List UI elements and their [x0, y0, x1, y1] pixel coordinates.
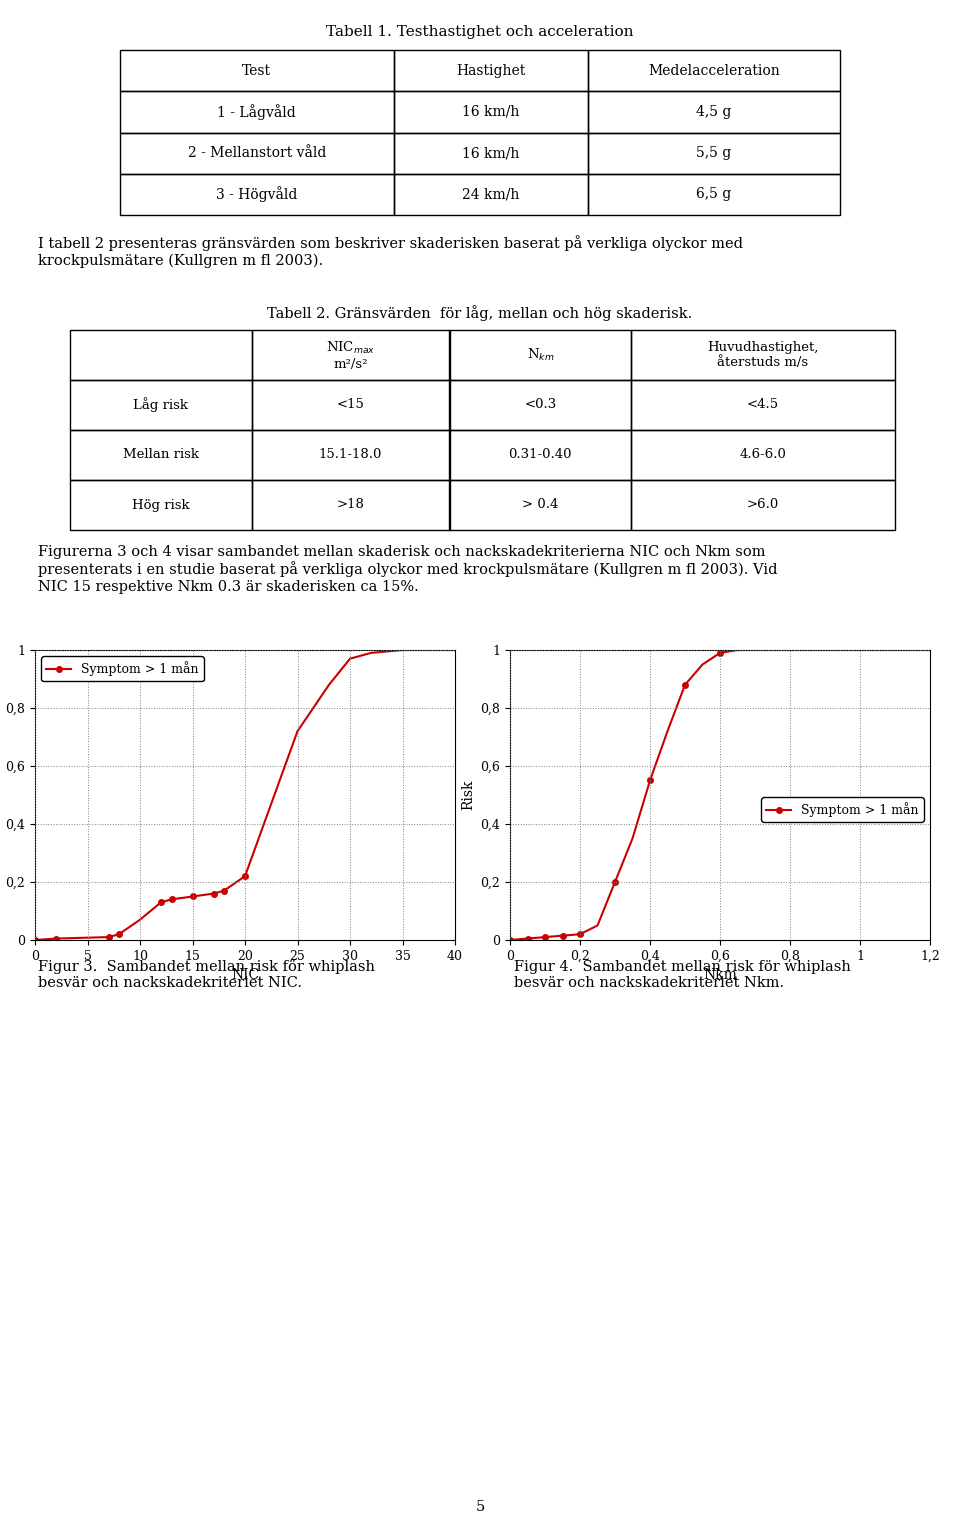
- Text: 5,5 g: 5,5 g: [696, 146, 732, 161]
- Text: 4,5 g: 4,5 g: [696, 104, 732, 119]
- Bar: [70, 380, 252, 430]
- X-axis label: Nkm: Nkm: [703, 968, 737, 982]
- Bar: [252, 430, 449, 480]
- Bar: [120, 132, 394, 173]
- Bar: [252, 329, 449, 380]
- X-axis label: NIC: NIC: [231, 968, 259, 982]
- Text: 0.31-0.40: 0.31-0.40: [509, 449, 572, 461]
- Text: 15.1-18.0: 15.1-18.0: [319, 449, 382, 461]
- Y-axis label: Risk: Risk: [461, 780, 475, 810]
- Text: Figur 4.  Sambandet mellan risk för whiplash
besvär och nackskadekriteriet Nkm.: Figur 4. Sambandet mellan risk för whipl…: [514, 961, 851, 990]
- Text: Medelacceleration: Medelacceleration: [648, 64, 780, 78]
- Bar: [449, 329, 631, 380]
- Bar: [252, 480, 449, 530]
- Text: 24 km/h: 24 km/h: [462, 187, 519, 201]
- Bar: [588, 51, 840, 92]
- Text: <0.3: <0.3: [524, 398, 557, 412]
- Text: N$_{km}$: N$_{km}$: [526, 346, 554, 363]
- Bar: [394, 173, 588, 214]
- Text: Figurerna 3 och 4 visar sambandet mellan skaderisk och nackskadekriterierna NIC : Figurerna 3 och 4 visar sambandet mellan…: [38, 545, 778, 593]
- Text: 1 - Lågvåld: 1 - Lågvåld: [217, 104, 297, 119]
- Bar: [70, 329, 252, 380]
- Bar: [449, 480, 631, 530]
- Text: Mellan risk: Mellan risk: [123, 449, 199, 461]
- Text: 2 - Mellanstort våld: 2 - Mellanstort våld: [187, 146, 326, 161]
- Bar: [631, 329, 895, 380]
- Text: 6,5 g: 6,5 g: [696, 187, 732, 201]
- Text: > 0.4: > 0.4: [522, 498, 559, 512]
- Text: Tabell 1. Testhastighet och acceleration: Tabell 1. Testhastighet och acceleration: [326, 25, 634, 38]
- Text: I tabell 2 presenteras gränsvärden som beskriver skaderisken baserat på verkliga: I tabell 2 presenteras gränsvärden som b…: [38, 234, 743, 268]
- Text: Låg risk: Låg risk: [133, 398, 188, 412]
- Text: Hastighet: Hastighet: [456, 64, 525, 78]
- Legend: Symptom > 1 mån: Symptom > 1 mån: [41, 656, 204, 682]
- Bar: [449, 380, 631, 430]
- Bar: [120, 51, 394, 92]
- Bar: [394, 92, 588, 132]
- Bar: [631, 380, 895, 430]
- Bar: [588, 132, 840, 173]
- Bar: [70, 430, 252, 480]
- Text: >18: >18: [337, 498, 365, 512]
- Bar: [120, 173, 394, 214]
- Bar: [252, 380, 449, 430]
- Text: <15: <15: [337, 398, 365, 412]
- Text: 16 km/h: 16 km/h: [462, 104, 519, 119]
- Text: NIC$_{max}$
m²/s²: NIC$_{max}$ m²/s²: [325, 340, 375, 371]
- Text: Hög risk: Hög risk: [132, 498, 189, 512]
- Bar: [588, 173, 840, 214]
- Bar: [449, 430, 631, 480]
- Text: 5: 5: [475, 1500, 485, 1514]
- Text: >6.0: >6.0: [747, 498, 780, 512]
- Text: Figur 3.  Sambandet mellan risk för whiplash
besvär och nackskadekriteriet NIC.: Figur 3. Sambandet mellan risk för whipl…: [38, 961, 375, 990]
- Legend: Symptom > 1 mån: Symptom > 1 mån: [761, 797, 924, 823]
- Bar: [631, 480, 895, 530]
- Bar: [631, 430, 895, 480]
- Text: 3 - Högvåld: 3 - Högvåld: [216, 187, 298, 202]
- Bar: [588, 92, 840, 132]
- Text: Test: Test: [242, 64, 272, 78]
- Bar: [394, 51, 588, 92]
- Bar: [70, 480, 252, 530]
- Bar: [120, 92, 394, 132]
- Bar: [394, 132, 588, 173]
- Text: 4.6-6.0: 4.6-6.0: [739, 449, 786, 461]
- Text: Huvudhastighet,
återstuds m/s: Huvudhastighet, återstuds m/s: [708, 342, 819, 369]
- Text: 16 km/h: 16 km/h: [462, 146, 519, 161]
- Text: Tabell 2. Gränsvärden  för låg, mellan och hög skaderisk.: Tabell 2. Gränsvärden för låg, mellan oc…: [268, 305, 692, 320]
- Text: <4.5: <4.5: [747, 398, 780, 412]
